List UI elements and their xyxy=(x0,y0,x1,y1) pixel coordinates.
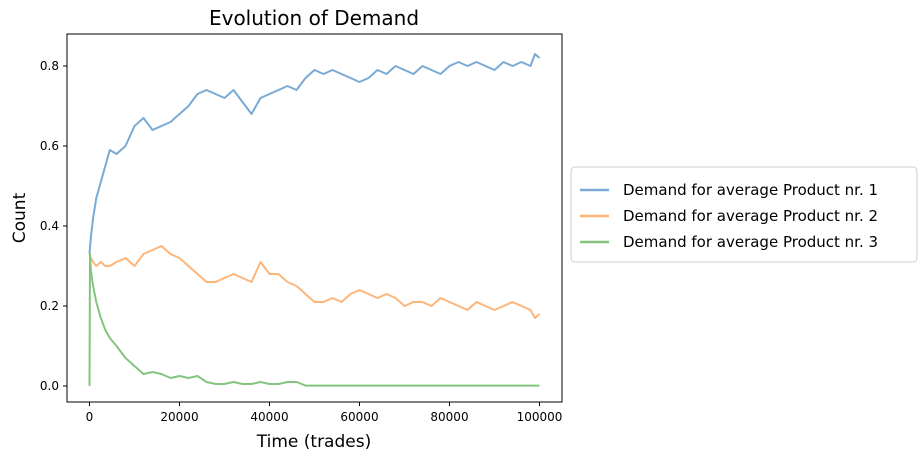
legend-box xyxy=(570,166,918,263)
y-axis-label: Count xyxy=(10,192,30,243)
chart-title: Evolution of Demand xyxy=(209,6,419,30)
y-tick-label: 0.0 xyxy=(40,379,59,393)
x-tick-label: 0 xyxy=(86,410,94,424)
y-axis: 0.0 0.2 0.4 0.6 0.8 xyxy=(40,59,67,393)
y-tick-label: 0.6 xyxy=(40,139,59,153)
y-tick-label: 0.4 xyxy=(40,219,59,233)
x-tick-label: 40000 xyxy=(250,410,288,424)
series-layer xyxy=(88,53,541,387)
legend-label-1: Demand for average Product nr. 1 xyxy=(623,181,878,199)
x-axis-label: Time (trades) xyxy=(256,432,371,452)
y-tick-label: 0.8 xyxy=(40,59,59,73)
legend: Demand for average Product nr. 1 Demand f… xyxy=(570,166,918,263)
series-line-1 xyxy=(88,53,541,255)
x-tick-label: 80000 xyxy=(430,410,468,424)
legend-label-2: Demand for average Product nr. 2 xyxy=(623,207,878,225)
x-axis: 0 20000 40000 60000 80000 100000 xyxy=(86,402,563,424)
x-tick-label: 20000 xyxy=(160,410,198,424)
legend-label-3: Demand for average Product nr. 3 xyxy=(623,233,878,251)
x-tick-label: 60000 xyxy=(340,410,378,424)
plot-frame xyxy=(66,33,563,403)
series-line-3 xyxy=(88,253,540,387)
x-tick-label: 100000 xyxy=(517,410,563,424)
series-line-2 xyxy=(88,245,541,319)
y-tick-label: 0.2 xyxy=(40,299,59,313)
